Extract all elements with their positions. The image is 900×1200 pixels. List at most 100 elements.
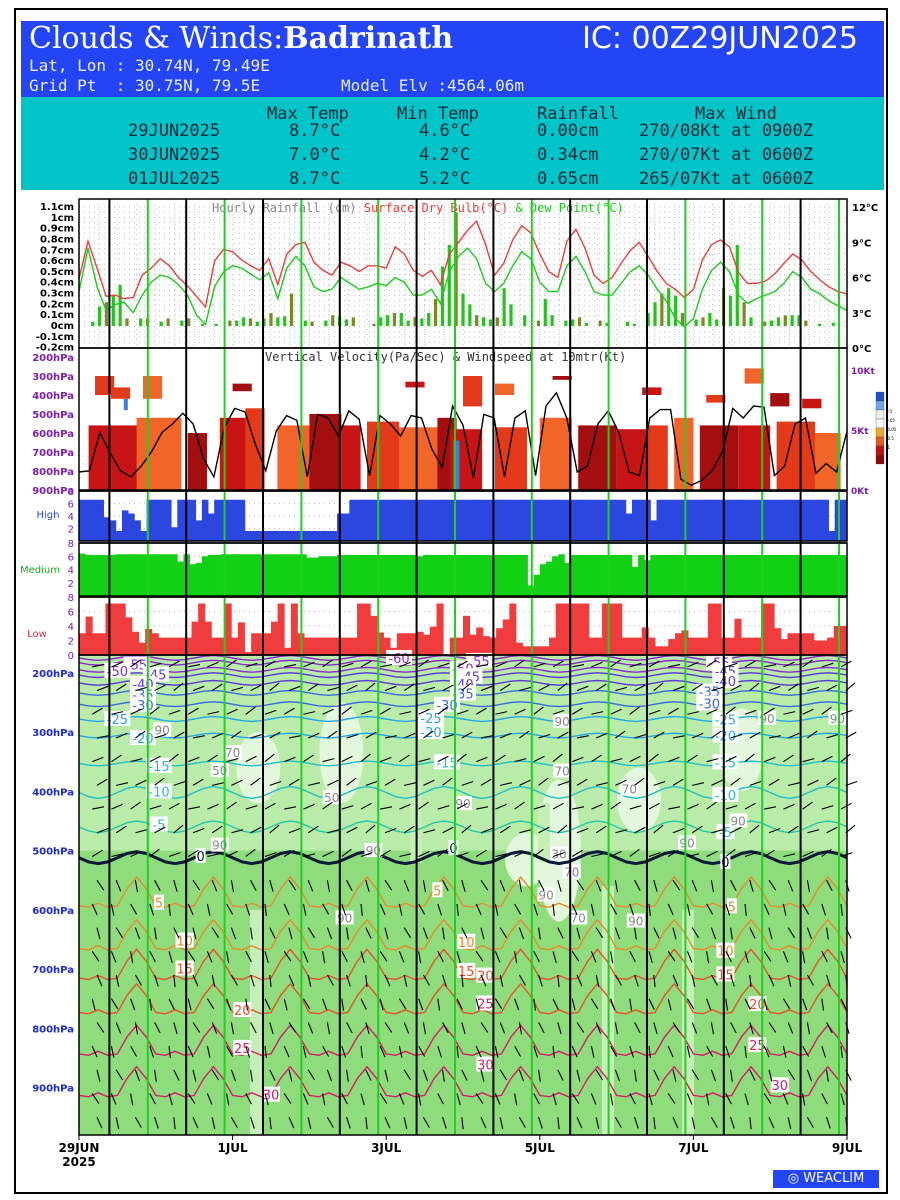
cloud-bar xyxy=(429,554,436,596)
wind-barb xyxy=(725,706,736,715)
wind-barb xyxy=(744,802,756,810)
wind-barb xyxy=(615,686,628,692)
velocity-cell xyxy=(648,425,668,490)
y-tick-label: 1.1cm xyxy=(40,202,74,213)
isotherm-label: 25 xyxy=(477,997,494,1012)
cloud-bar xyxy=(767,499,774,541)
wind-barb xyxy=(610,1093,614,1106)
rain-bar xyxy=(475,315,479,326)
cloud-bar xyxy=(404,554,412,596)
cloud-bar xyxy=(545,499,553,541)
wind-barb xyxy=(806,974,814,986)
wind-barb xyxy=(691,732,704,739)
wind-barb xyxy=(207,853,220,858)
row-rainfall: 0.65cm xyxy=(537,169,599,189)
title-part: Hourly Rainfall (cm) xyxy=(212,201,364,215)
wind-barb xyxy=(96,879,105,891)
rain-bar xyxy=(742,302,746,326)
wind-barb xyxy=(711,779,723,786)
cloud-bar xyxy=(564,499,571,541)
wind-barb xyxy=(206,998,215,1010)
wind-barb xyxy=(648,802,660,810)
wind-barb xyxy=(307,683,319,692)
wind-barb xyxy=(380,756,392,763)
wind-barb xyxy=(672,827,685,834)
cloud-bar xyxy=(263,554,270,596)
wind-barb xyxy=(135,730,146,739)
rain-bar xyxy=(447,244,451,326)
wind-barb xyxy=(519,730,530,739)
wind-barb xyxy=(322,951,326,964)
y-tick-label: 0.3cm xyxy=(40,289,74,300)
cloud-bar xyxy=(300,554,307,596)
wind-barb xyxy=(360,660,372,668)
wind-barb xyxy=(149,848,160,857)
wind-barb xyxy=(806,880,811,893)
title-prefix: Clouds & Winds: xyxy=(29,21,284,56)
wind-barb xyxy=(456,852,469,858)
cloud-bar xyxy=(601,499,608,541)
cloud-bar xyxy=(542,646,550,655)
wind-barb xyxy=(648,753,659,763)
rh-label-bg xyxy=(569,910,588,925)
rh-label-bg xyxy=(626,913,645,928)
cloud-bar xyxy=(171,554,178,596)
wind-barb xyxy=(327,829,340,834)
velocity-cell xyxy=(341,425,361,490)
wind-barb xyxy=(264,660,276,668)
velocity-cell xyxy=(187,433,207,490)
isotherm-label-bg xyxy=(154,894,164,910)
isotherm-label-bg xyxy=(233,1039,252,1055)
legend-swatch xyxy=(875,436,885,447)
wind-barb xyxy=(514,758,527,763)
wind-barb xyxy=(341,998,345,1011)
wind-barb xyxy=(711,686,724,692)
cloud-bar xyxy=(146,499,154,541)
wind-barb xyxy=(730,684,742,692)
wind-barb xyxy=(115,732,128,739)
wind-barb xyxy=(360,951,365,963)
wind-barb xyxy=(250,1117,255,1129)
cloud-bar xyxy=(674,499,682,541)
wind-barb xyxy=(154,826,166,834)
legend-tick: 0.5 xyxy=(886,409,893,414)
wind-barb xyxy=(283,1045,290,1058)
wind-barb xyxy=(668,664,681,668)
wind-barb xyxy=(552,709,565,715)
wind-barb xyxy=(787,974,792,987)
wind-barb xyxy=(552,1093,557,1106)
wind-barb xyxy=(154,1117,159,1129)
cloud-bar xyxy=(218,637,226,655)
wind-barb xyxy=(749,1069,756,1081)
wind-barb xyxy=(595,1069,604,1081)
wind-barb xyxy=(499,927,508,939)
wind-barb xyxy=(634,974,639,987)
cloud-bar xyxy=(115,531,123,541)
wind-barb xyxy=(802,708,814,715)
y-tick-label: -0.2cm xyxy=(36,343,74,354)
wind-barb xyxy=(475,1045,482,1058)
wind-barb xyxy=(461,927,468,939)
wind-barb xyxy=(154,974,159,987)
wind-barb xyxy=(327,730,338,739)
cloud-bar xyxy=(774,628,782,655)
wind-barb xyxy=(653,682,664,691)
rain-bar xyxy=(502,288,506,326)
y-tick-label: 0.6cm xyxy=(40,256,74,267)
wind-barb xyxy=(687,711,700,715)
wind-barb xyxy=(173,731,185,739)
wind-barb xyxy=(744,998,751,1010)
y-tick-label: 0.9cm xyxy=(40,224,74,235)
cloud-bar xyxy=(588,637,596,655)
wind-barb xyxy=(341,1093,348,1105)
wind-barb xyxy=(691,879,698,892)
rain-bar xyxy=(625,321,630,326)
wind-barb xyxy=(360,998,367,1010)
wind-barb xyxy=(173,974,176,987)
rain-bar xyxy=(673,295,678,326)
cloud-bar xyxy=(125,617,133,655)
isotherm-label-bg xyxy=(195,847,206,863)
wind-barb xyxy=(615,779,627,786)
cloud-bar xyxy=(269,554,277,596)
y-tick-label: 300hPa xyxy=(32,372,74,383)
